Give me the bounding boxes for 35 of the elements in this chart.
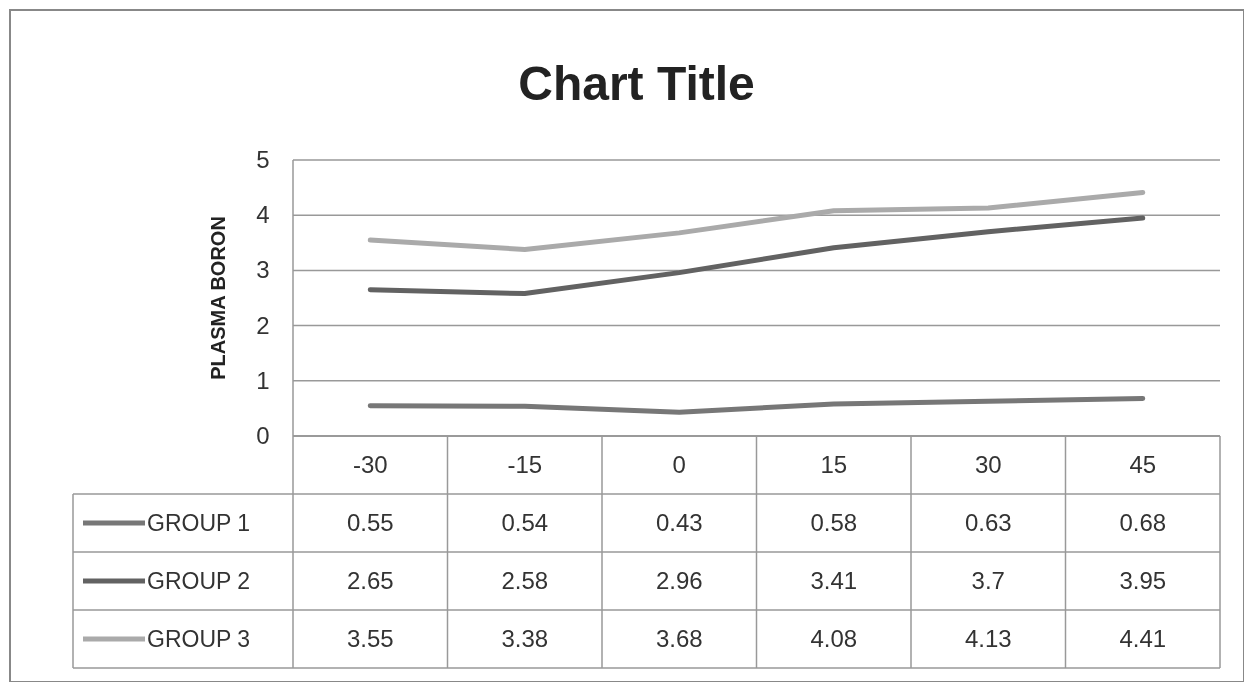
legend-label: GROUP 1 [147,510,251,536]
data-label: 3.7 [971,567,1005,594]
y-tick-label: 3 [256,256,270,284]
x-tick-label: -30 [352,451,388,478]
data-label: 2.58 [501,567,549,594]
data-label: 3.55 [346,625,394,652]
data-label: 3.68 [655,625,703,652]
data-label: 4.08 [810,625,858,652]
y-tick-label: 1 [256,366,270,394]
y-tick-label: 2 [256,311,270,339]
data-label: 2.65 [346,567,394,594]
chart-title: Chart Title [518,57,755,110]
y-tick-label: 5 [256,146,270,173]
data-label: 3.38 [501,625,549,652]
data-label: 0.55 [346,509,394,536]
legend-label: GROUP 2 [147,568,251,594]
data-label: 4.13 [964,625,1012,652]
data-label: 4.41 [1119,625,1167,652]
y-axis-title: PLASMA BORON [207,216,229,380]
data-label: 0.58 [810,509,858,536]
data-label: 0.54 [501,509,549,536]
data-label: 3.41 [810,567,858,594]
x-tick-label: 45 [1129,451,1157,478]
y-tick-label: 0 [256,422,270,449]
x-tick-label: 30 [974,451,1002,478]
y-tick-label: 4 [256,201,270,229]
data-label: 2.96 [655,567,703,594]
x-tick-label: 15 [820,451,848,478]
x-tick-label: -15 [507,451,543,478]
x-tick-label: 0 [672,451,686,478]
data-label: 0.43 [655,509,703,536]
data-label: 0.68 [1119,509,1167,536]
data-label: 0.63 [964,509,1012,536]
legend-label: GROUP 3 [147,626,251,652]
data-label: 3.95 [1119,567,1167,594]
